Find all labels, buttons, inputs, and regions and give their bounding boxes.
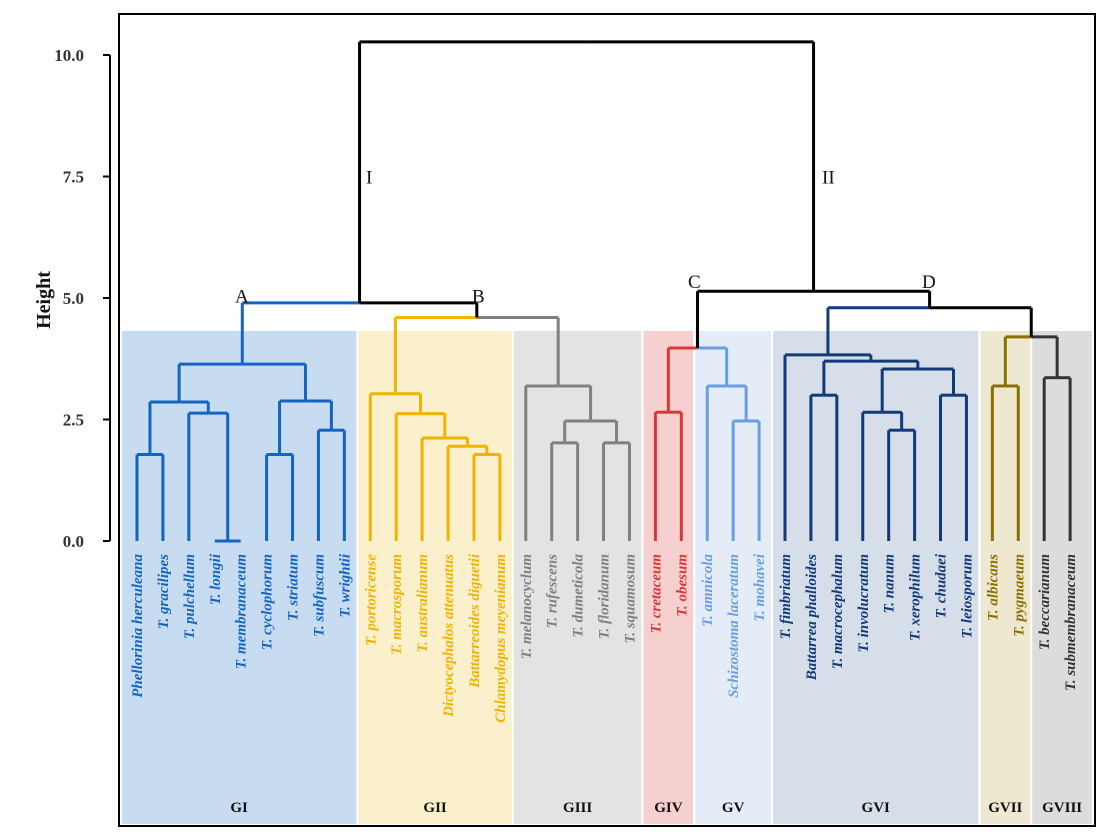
node-label-a: A — [235, 287, 249, 308]
leaf-label: T. dumeticola — [571, 554, 587, 638]
leaf-label: T. obesum — [674, 554, 690, 617]
group-label-gvii: GVII — [988, 800, 1022, 816]
dendrogram-tree — [135, 40, 1072, 543]
y-tick-label: 5.0 — [63, 289, 84, 308]
group-label-gvi: GVI — [862, 800, 891, 816]
y-tick-label: 7.5 — [63, 168, 84, 187]
leaf-label: T. chudaei — [934, 553, 950, 618]
leaf-label: T. portoricense — [363, 554, 379, 646]
leaf-label: Battarreoides diguetii — [467, 553, 483, 689]
leaf-label: T. macrocephalum — [830, 554, 846, 669]
node-label-d: D — [922, 272, 936, 293]
leaf-label: T. cretaceum — [648, 554, 664, 633]
leaf-label: T. wrightii — [337, 553, 353, 617]
leaf-label: T. amnicola — [700, 554, 716, 627]
group-background-gii — [358, 331, 512, 824]
leaf-label: Chlamydopus meyenianum — [493, 554, 509, 723]
leaf-labels: Phellorinia herculeana T. gracilipes T. pu… — [130, 553, 1079, 723]
leaf-label: T. fimbriatum — [778, 554, 794, 639]
leaf-label: T. nanum — [882, 554, 898, 613]
leaf-label: T. floridanum — [597, 554, 613, 639]
leaf-label: T. membranaceum — [234, 554, 250, 669]
group-label-giii: GIII — [563, 800, 592, 816]
group-backgrounds: GI GII GIII GIV GV GVI GVII GVIII — [122, 331, 1092, 824]
leaf-label: T. pygmaeum — [1011, 554, 1027, 637]
group-label-giv: GIV — [654, 800, 683, 816]
node-label-c: C — [688, 272, 701, 293]
leaf-label: T. beccarianum — [1037, 554, 1053, 650]
cluster-node-labels: I IIA BC D — [235, 168, 936, 308]
leaf-label: T. leiosporum — [959, 554, 975, 638]
node-label-b: B — [472, 287, 485, 308]
leaf-label: T. cyclophorum — [260, 554, 276, 650]
group-background-gviii — [1032, 331, 1092, 824]
leaf-label: T. pulchellum — [182, 554, 198, 639]
group-label-gv: GV — [722, 800, 745, 816]
group-label-gi: GI — [230, 800, 248, 816]
y-tick-label: 2.5 — [63, 411, 84, 430]
node-label-ii: II — [822, 168, 835, 189]
leaf-label: Battarrea phalloides — [804, 554, 820, 681]
leaf-label: T. subfuscum — [311, 554, 327, 637]
leaf-label: T. longii — [208, 553, 224, 605]
leaf-label: T. macrosporum — [389, 554, 405, 655]
leaf-label: T. submembranaceum — [1063, 554, 1079, 691]
leaf-label: Schizostoma laceratum — [726, 554, 742, 698]
leaf-label: T. mohavei — [752, 553, 768, 622]
group-background-gvii — [980, 331, 1031, 824]
group-label-gviii: GVIII — [1042, 800, 1082, 816]
group-background-gi — [122, 331, 357, 824]
y-axis-title: Height — [33, 271, 55, 329]
leaf-label: T. rufescens — [545, 554, 561, 629]
leaf-label: Dictyocephalos attenuatus — [441, 554, 457, 718]
group-label-gii: GII — [423, 800, 447, 816]
y-tick-label: 10.0 — [54, 46, 84, 65]
leaf-label: T. melanocyclum — [519, 554, 535, 659]
leaf-label: T. striatum — [286, 554, 302, 621]
leaf-label: T. australianum — [415, 554, 431, 653]
leaf-label: T. gracilipes — [156, 554, 172, 629]
leaf-label: T. xerophilum — [908, 554, 924, 641]
y-tick-label: 0.0 — [63, 532, 84, 551]
plot-frame — [118, 13, 1096, 827]
node-label-i: I — [366, 168, 372, 189]
leaf-label: T. involucratum — [856, 554, 872, 653]
leaf-label: Phellorinia herculeana — [130, 554, 146, 698]
leaf-label: T. squamosum — [622, 554, 638, 643]
group-background-giii — [513, 331, 642, 824]
y-axis: 0.0 2.5 5.0 7.5 10.0 — [54, 46, 111, 551]
leaf-label: T. albicans — [985, 554, 1001, 621]
